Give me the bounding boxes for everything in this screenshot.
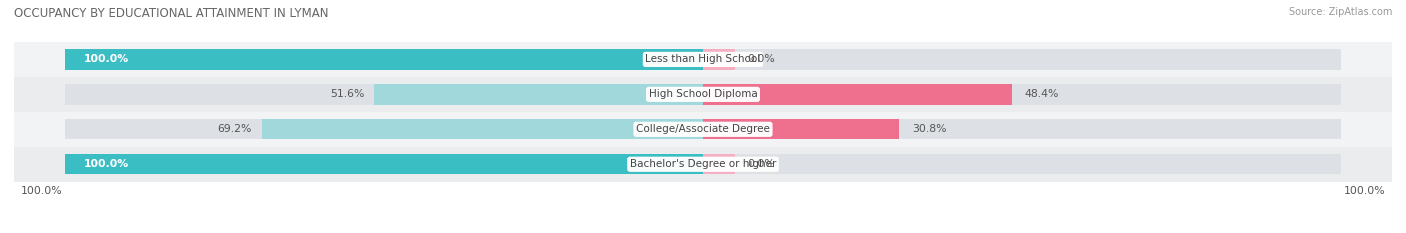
Bar xyxy=(703,84,1341,105)
Bar xyxy=(703,119,1341,139)
Text: 48.4%: 48.4% xyxy=(1025,89,1059,99)
Bar xyxy=(703,119,900,139)
Bar xyxy=(14,147,1392,182)
Text: 0.0%: 0.0% xyxy=(748,55,775,64)
Text: Source: ZipAtlas.com: Source: ZipAtlas.com xyxy=(1288,7,1392,17)
Bar xyxy=(703,49,1341,69)
Text: 30.8%: 30.8% xyxy=(912,124,946,134)
Bar xyxy=(65,49,703,69)
Text: High School Diploma: High School Diploma xyxy=(648,89,758,99)
Text: OCCUPANCY BY EDUCATIONAL ATTAINMENT IN LYMAN: OCCUPANCY BY EDUCATIONAL ATTAINMENT IN L… xyxy=(14,7,329,20)
Bar xyxy=(65,154,703,174)
Bar xyxy=(65,49,703,69)
Text: Less than High School: Less than High School xyxy=(645,55,761,64)
Bar xyxy=(703,49,735,69)
Bar xyxy=(14,112,1392,147)
Text: 100.0%: 100.0% xyxy=(84,159,129,169)
Text: 0.0%: 0.0% xyxy=(748,159,775,169)
Bar xyxy=(65,119,703,139)
Text: 100.0%: 100.0% xyxy=(1344,186,1385,196)
Bar xyxy=(65,154,703,174)
Bar xyxy=(374,84,703,105)
Text: College/Associate Degree: College/Associate Degree xyxy=(636,124,770,134)
Text: 51.6%: 51.6% xyxy=(330,89,364,99)
Bar xyxy=(14,42,1392,77)
Text: 69.2%: 69.2% xyxy=(218,124,252,134)
Bar xyxy=(703,154,735,174)
Bar xyxy=(703,154,1341,174)
Bar xyxy=(703,84,1012,105)
Bar xyxy=(262,119,703,139)
Text: 100.0%: 100.0% xyxy=(21,186,62,196)
Text: Bachelor's Degree or higher: Bachelor's Degree or higher xyxy=(630,159,776,169)
Bar xyxy=(14,77,1392,112)
Text: 100.0%: 100.0% xyxy=(84,55,129,64)
Bar xyxy=(65,84,703,105)
